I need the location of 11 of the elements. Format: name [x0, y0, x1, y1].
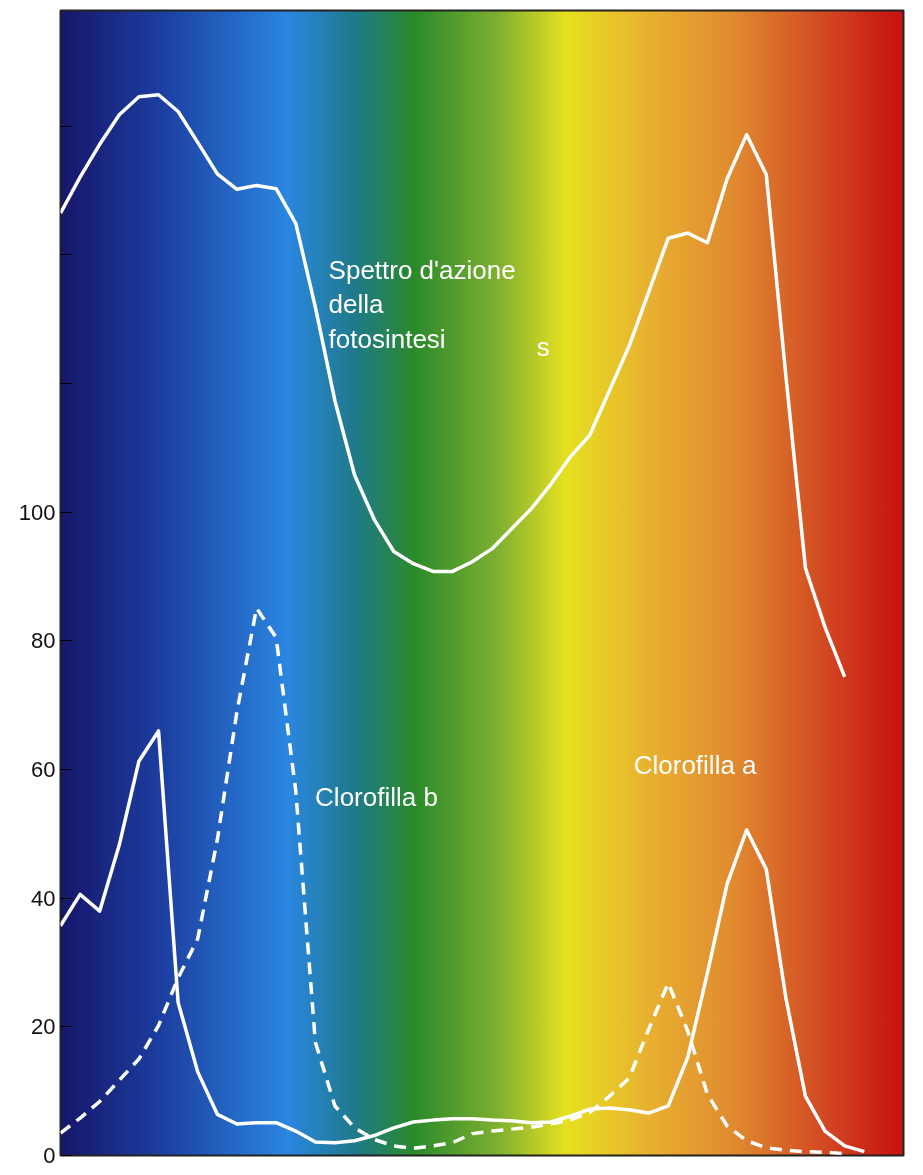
y-tick-label: 80 — [31, 628, 56, 654]
annotation: s — [536, 332, 550, 363]
y-tick-label: 100 — [18, 499, 56, 525]
series-label: Clorofilla b — [315, 782, 438, 813]
series-label: Clorofilla a — [633, 750, 758, 781]
y-tick-label: 60 — [31, 757, 56, 783]
y-tick-label: 40 — [31, 885, 56, 911]
y-tick-label: 20 — [31, 1014, 56, 1040]
series-label: Spettro d'azione della fotosintesi — [328, 254, 516, 354]
line-series — [60, 93, 847, 679]
y-tick-label: 0 — [43, 1143, 56, 1168]
